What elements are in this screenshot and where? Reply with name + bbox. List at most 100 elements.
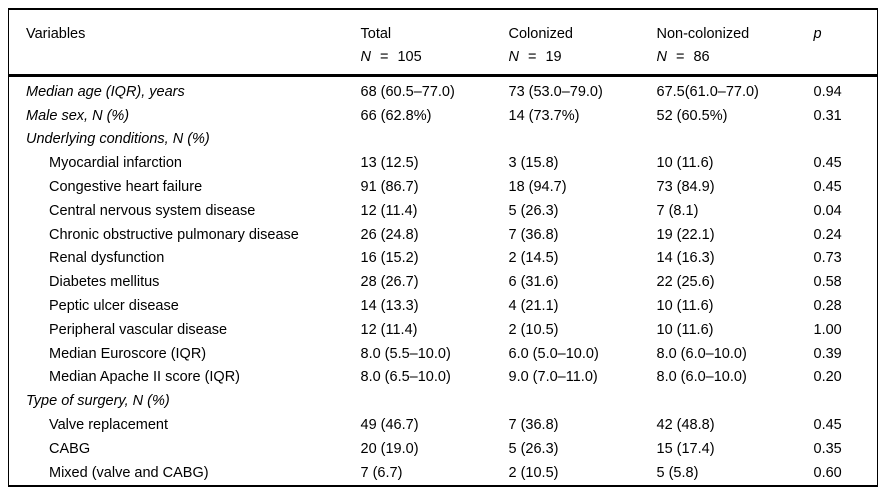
cell-colonized: 5 (26.3) bbox=[508, 440, 559, 457]
cell-variable: Peripheral vascular disease bbox=[49, 321, 228, 338]
cell-noncolonized: 10 (11.6) bbox=[656, 155, 714, 172]
cell-total: 8.0 (5.5–10.0) bbox=[360, 345, 451, 362]
cell-noncolonized: 15 (17.4) bbox=[656, 440, 715, 457]
cell-colonized: 2 (10.5) bbox=[508, 321, 559, 338]
n-value: 105 bbox=[397, 49, 422, 65]
cell-noncolonized: 5 (5.8) bbox=[656, 464, 699, 481]
cell-colonized: 6.0 (5.0–10.0) bbox=[508, 345, 599, 362]
cell-total: 7 (6.7) bbox=[360, 464, 403, 481]
cell-variable: Congestive heart failure bbox=[49, 179, 203, 196]
header-n-p-empty bbox=[814, 44, 878, 76]
cell-p bbox=[814, 389, 878, 413]
table-row: Peptic ulcer disease 14 (13.3) 4 (21.1) 10 … bbox=[9, 294, 878, 318]
cell-colonized: 2 (10.5) bbox=[508, 464, 559, 481]
table-row: Peripheral vascular disease 12 (11.4) 2 (1… bbox=[9, 318, 878, 342]
cell-total: 49 (46.7) bbox=[360, 417, 419, 434]
cell-p: 0.04 bbox=[813, 202, 842, 219]
cell-p: 0.31 bbox=[813, 107, 842, 124]
cell-variable: Median Euroscore (IQR) bbox=[49, 345, 207, 362]
cell-p: 0.94 bbox=[813, 83, 842, 100]
cell-total: 20 (19.0) bbox=[360, 440, 419, 457]
cell-variable: Peptic ulcer disease bbox=[49, 298, 179, 315]
table-row: Median Apache II score (IQR) 8.0 (6.5–10.… bbox=[9, 366, 878, 390]
table-body: Median age (IQR), years 68 (60.5–77.0) 73 … bbox=[9, 76, 878, 486]
cell-noncolonized: 19 (22.1) bbox=[656, 226, 715, 243]
cell-colonized: 14 (73.7%) bbox=[508, 107, 580, 124]
cell-variable: Type of surgery, N (%) bbox=[26, 393, 170, 410]
cell-noncolonized: 10 (11.6) bbox=[656, 298, 714, 315]
cell-variable: Mixed (valve and CABG) bbox=[49, 464, 209, 481]
cell-colonized: 73 (53.0–79.0) bbox=[508, 83, 603, 100]
cell-noncolonized: 8.0 (6.0–10.0) bbox=[656, 345, 747, 362]
cell-variable: Myocardial infarction bbox=[49, 155, 182, 172]
n-symbol: N bbox=[360, 49, 371, 65]
cell-colonized: 18 (94.7) bbox=[508, 179, 567, 196]
table-row: Chronic obstructive pulmonary disease 26 … bbox=[9, 223, 878, 247]
table-row: Central nervous system disease 12 (11.4) 5… bbox=[9, 199, 878, 223]
cell-p: 0.39 bbox=[813, 345, 842, 362]
cell-p: 0.73 bbox=[813, 250, 842, 267]
cell-p: 0.20 bbox=[813, 369, 842, 386]
cell-p: 0.45 bbox=[813, 155, 842, 172]
cell-noncolonized: 8.0 (6.0–10.0) bbox=[656, 369, 747, 386]
cell-p: 0.58 bbox=[813, 274, 842, 291]
cell-p: 0.45 bbox=[813, 179, 842, 196]
cell-noncolonized: 42 (48.8) bbox=[656, 417, 715, 434]
cell-colonized: 4 (21.1) bbox=[508, 298, 559, 315]
cell-variable: Median age (IQR), years bbox=[26, 83, 185, 100]
equals-sign: = bbox=[379, 49, 389, 65]
n-value: 19 bbox=[545, 49, 562, 65]
cell-colonized: 7 (36.8) bbox=[508, 226, 559, 243]
cell-p: 0.24 bbox=[813, 226, 842, 243]
cell-variable: Diabetes mellitus bbox=[49, 274, 160, 291]
header-n-empty bbox=[9, 44, 361, 76]
table-row: CABG 20 (19.0) 5 (26.3) 15 (17.4) 0.35 bbox=[9, 437, 878, 461]
table-header: Variables Total Colonized Non-colonized … bbox=[8, 9, 878, 76]
n-symbol: N bbox=[508, 49, 519, 65]
cell-variable: Central nervous system disease bbox=[49, 202, 256, 219]
cell-total: 12 (11.4) bbox=[360, 202, 418, 219]
cell-total: 68 (60.5–77.0) bbox=[360, 83, 455, 100]
table-row: Underlying conditions, N (%) bbox=[9, 128, 878, 152]
cell-variable: Chronic obstructive pulmonary disease bbox=[49, 226, 299, 243]
cell-noncolonized: 7 (8.1) bbox=[656, 202, 699, 219]
cell-noncolonized: 14 (16.3) bbox=[656, 250, 715, 267]
cell-p: 0.45 bbox=[813, 417, 842, 434]
equals-sign: = bbox=[675, 49, 685, 65]
cell-colonized bbox=[509, 389, 657, 413]
cell-noncolonized: 22 (25.6) bbox=[656, 274, 715, 291]
cell-colonized: 2 (14.5) bbox=[508, 250, 559, 267]
cell-total bbox=[361, 389, 509, 413]
cell-variable: Renal dysfunction bbox=[49, 250, 165, 267]
header-total: Total bbox=[360, 26, 392, 42]
table-row: Male sex, N (%) 66 (62.8%) 14 (73.7%) 52 (6… bbox=[9, 104, 878, 128]
table-row: Valve replacement 49 (46.7) 7 (36.8) 42 (48… bbox=[9, 413, 878, 437]
n-symbol: N bbox=[656, 49, 667, 65]
cell-noncolonized: 73 (84.9) bbox=[656, 179, 715, 196]
header-n-colonized: N = 19 bbox=[509, 44, 657, 76]
cell-total: 16 (15.2) bbox=[360, 250, 419, 267]
header-variables: Variables bbox=[26, 26, 86, 42]
cell-colonized: 7 (36.8) bbox=[508, 417, 559, 434]
table-row: Congestive heart failure 91 (86.7) 18 (94.… bbox=[9, 175, 878, 199]
cell-p: 0.35 bbox=[813, 440, 842, 457]
data-table: Variables Total Colonized Non-colonized … bbox=[8, 8, 878, 487]
cell-p: 0.28 bbox=[813, 298, 842, 315]
header-p: p bbox=[813, 26, 822, 42]
cell-total: 12 (11.4) bbox=[360, 321, 418, 338]
cell-variable: CABG bbox=[49, 440, 91, 457]
table-row: Median age (IQR), years 68 (60.5–77.0) 73 … bbox=[9, 76, 878, 104]
cell-noncolonized: 67.5(61.0–77.0) bbox=[656, 83, 759, 100]
cell-variable: Underlying conditions, N (%) bbox=[26, 131, 210, 148]
header-row-n: N = 105 N = 19 N = 86 bbox=[9, 44, 878, 76]
clinical-characteristics-table: Variables Total Colonized Non-colonized … bbox=[8, 8, 878, 487]
cell-p bbox=[814, 128, 878, 152]
cell-total: 13 (12.5) bbox=[360, 155, 419, 172]
table-row: Myocardial infarction 13 (12.5) 3 (15.8) 10… bbox=[9, 151, 878, 175]
cell-total: 28 (26.7) bbox=[360, 274, 419, 291]
cell-noncolonized: 52 (60.5%) bbox=[656, 107, 728, 124]
cell-p: 1.00 bbox=[813, 321, 842, 338]
cell-p: 0.60 bbox=[813, 464, 842, 481]
cell-noncolonized: 10 (11.6) bbox=[656, 321, 714, 338]
cell-variable: Valve replacement bbox=[49, 417, 169, 434]
